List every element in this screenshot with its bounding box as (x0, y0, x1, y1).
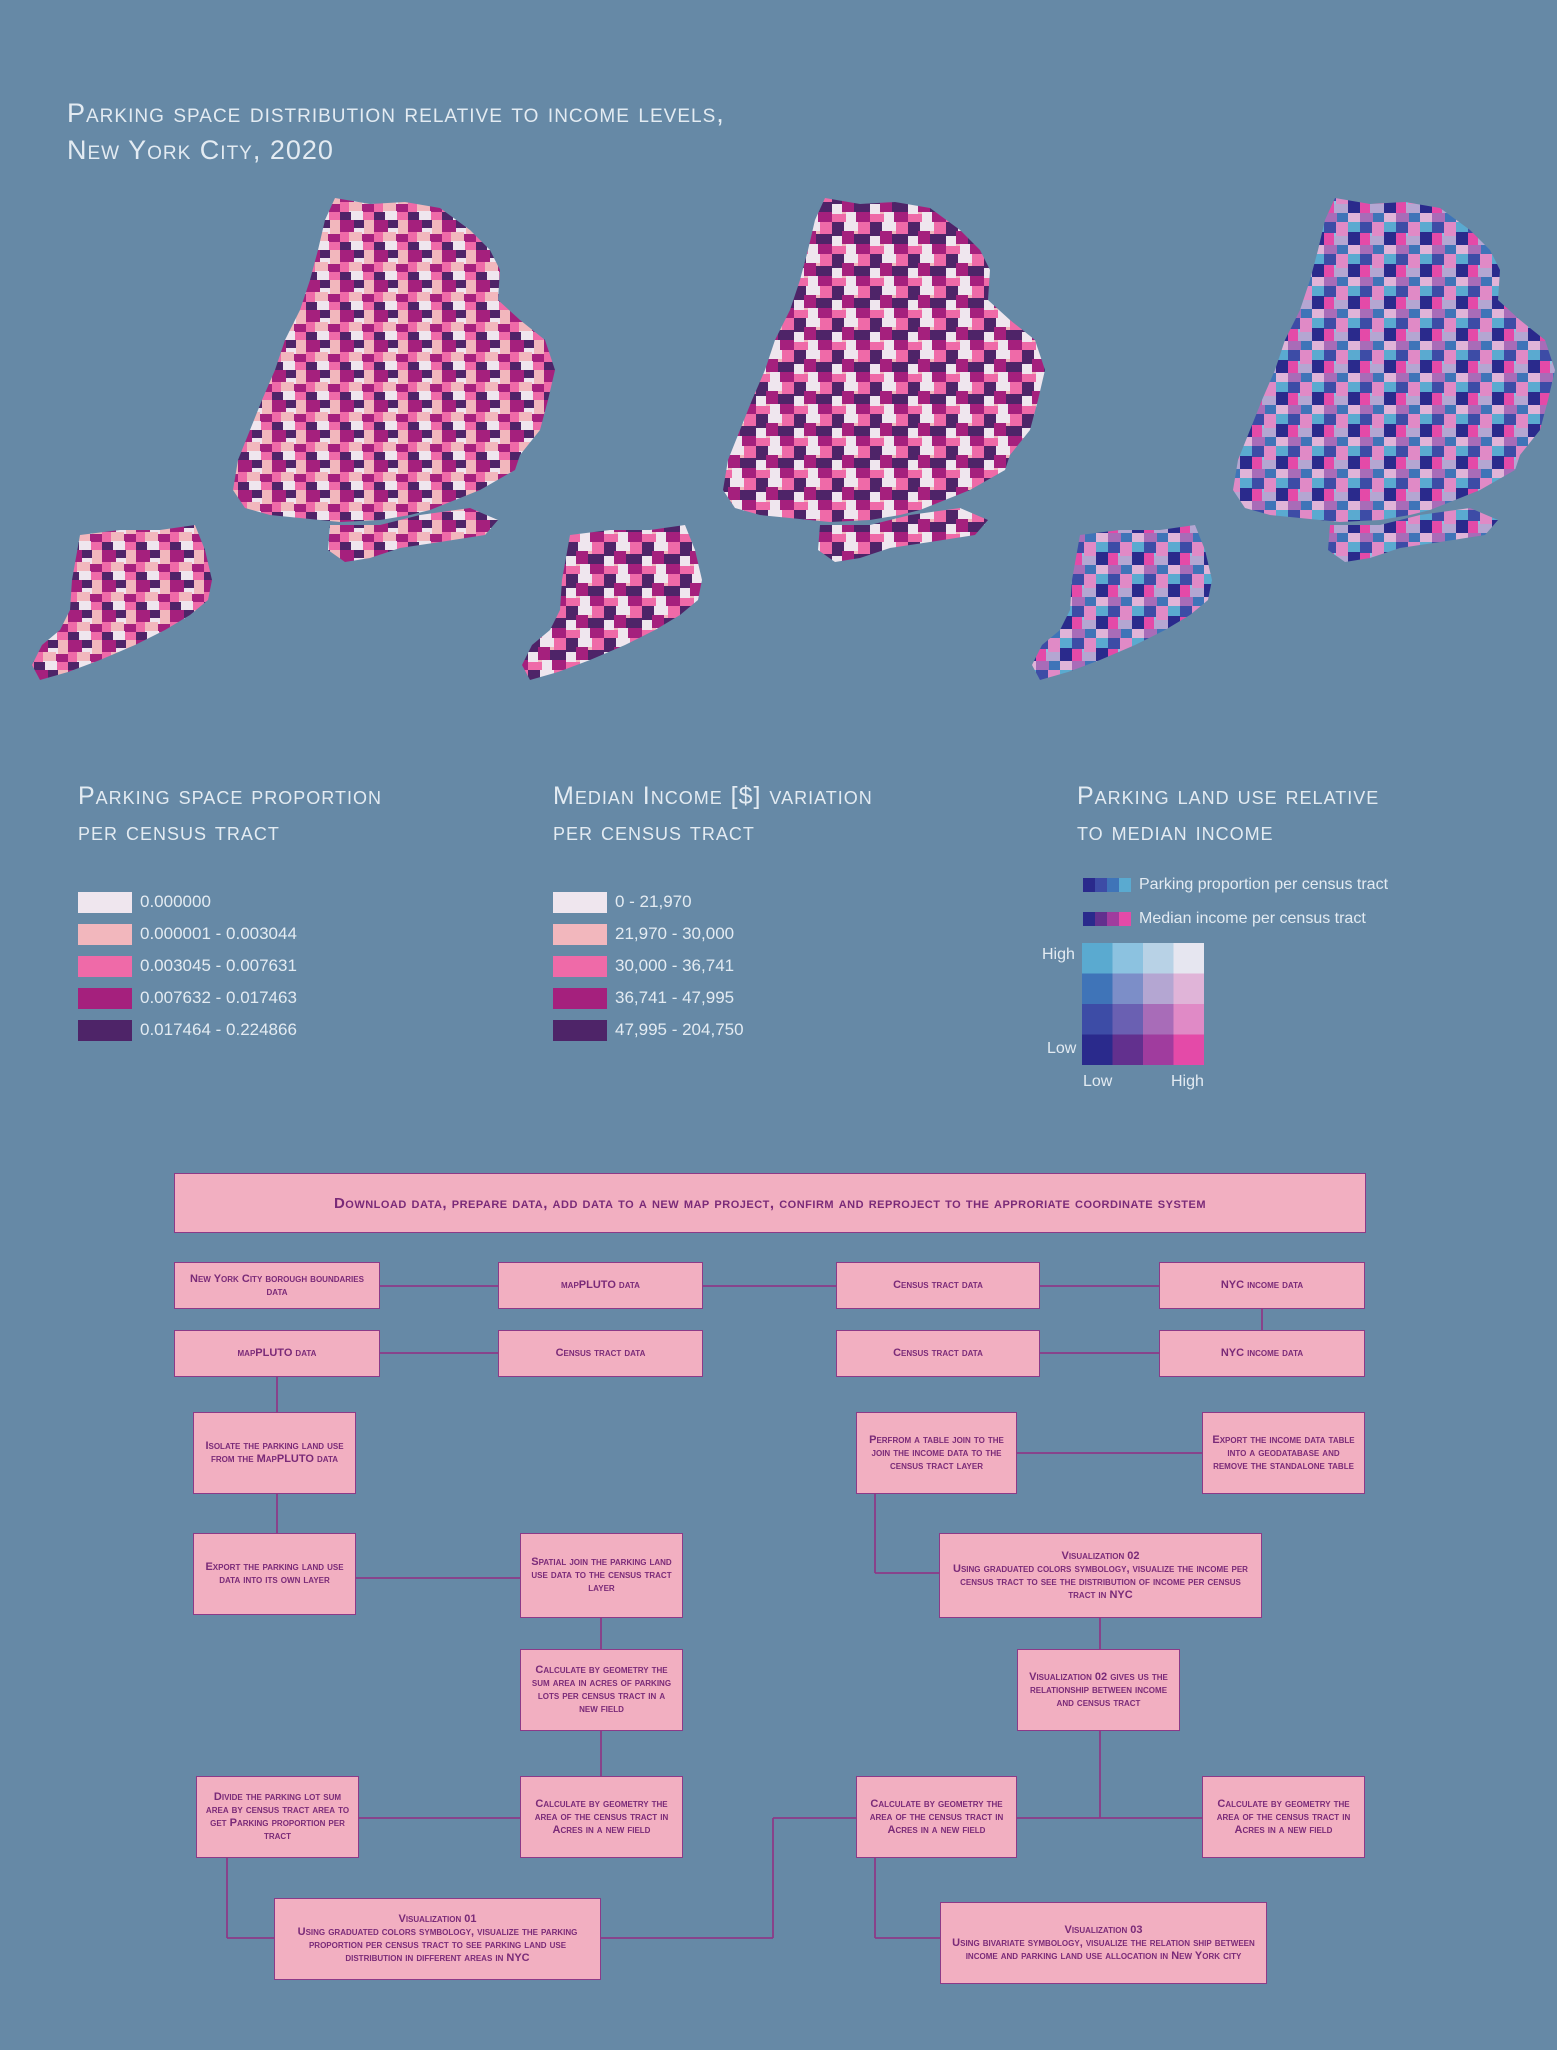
bivariate-cell (1143, 1034, 1174, 1065)
bivariate-cell (1112, 943, 1143, 974)
legend-item-label: 36,741 - 47,995 (615, 988, 735, 1007)
bivariate-cell (1082, 943, 1113, 974)
legend-bivariate: Parking land use relative to median inco… (1077, 778, 1388, 936)
legend-item-label: 47,995 - 204,750 (615, 1020, 744, 1039)
step-borough-data: New York City borough boundaries data (174, 1262, 380, 1309)
step-census-tract-data-3: Census tract data (836, 1330, 1040, 1377)
step-calc-parking-lots: Calculate by geometry the sum area in ac… (520, 1649, 683, 1731)
step-nyc-income-data: NYC income data (1159, 1262, 1365, 1309)
workflow-diagram: Download data, prepare data, add data to… (0, 1160, 1557, 2020)
legend-item-label: 0.000000 (140, 892, 211, 911)
legend-item-label: 30,000 - 36,741 (615, 956, 735, 975)
step-table-join: Perfrom a table join to the join the inc… (856, 1412, 1017, 1494)
bivariate-cell (1143, 1004, 1174, 1035)
bivariate-cell (1173, 1034, 1204, 1065)
legend-bivariate-title-1: Parking land use relative (1077, 782, 1380, 810)
legend-item: 36,741 - 47,995 (553, 982, 873, 1014)
legend-income-title-1: Median Income [$] variation (553, 782, 873, 810)
bivariate-cell (1173, 1004, 1204, 1035)
bivariate-income-label: Median income per census tract (1139, 910, 1366, 927)
viz2-title: Visualization 02 (1061, 1549, 1140, 1562)
bivariate-cell (1112, 1004, 1143, 1035)
step-viz2-gives: Visualization 02 gives us the relationsh… (1017, 1649, 1180, 1731)
step-divide-proportion: Divide the parking lot sum area by censu… (196, 1776, 359, 1858)
viz2-body: Using graduated colors symbology, visual… (953, 1562, 1248, 1601)
bivariate-income-key: Median income per census tract (1083, 902, 1388, 936)
title-line-1: Parking space distribution relative to i… (67, 98, 725, 128)
step-calc-tract-area-left: Calculate by geometry the area of the ce… (520, 1776, 683, 1858)
step-visualization-02: Visualization 02 Using graduated colors … (939, 1533, 1262, 1618)
legend-parking-title: Parking space proportion per census trac… (78, 778, 382, 850)
step-download-data: Download data, prepare data, add data to… (174, 1173, 1366, 1233)
legend-parking-title-2: per census tract (78, 818, 280, 846)
legend-parking-title-1: Parking space proportion (78, 782, 382, 810)
legend-item: 21,970 - 30,000 (553, 918, 873, 950)
map-median-income (522, 198, 1045, 680)
bivariate-cell (1143, 943, 1174, 974)
bivariate-parking-label: Parking proportion per census tract (1139, 876, 1389, 893)
step-calc-tract-area-right: Calculate by geometry the area of the ce… (1202, 1776, 1365, 1858)
page-title: Parking space distribution relative to i… (67, 95, 725, 169)
bivariate-cell (1082, 973, 1113, 1004)
viz1-title: Visualization 01 (398, 1913, 477, 1925)
legend-item: 0.000000 (78, 886, 382, 918)
step-nyc-income-data-2: NYC income data (1159, 1330, 1365, 1377)
legend-bivariate-title-2: to median income (1077, 818, 1274, 846)
bivariate-cell (1173, 943, 1204, 974)
step-census-tract-data: Census tract data (836, 1262, 1040, 1309)
legend-item-label: 0.000001 - 0.003044 (140, 924, 297, 943)
title-line-2: New York City, 2020 (67, 135, 334, 165)
legend-income-title-2: per census tract (553, 818, 755, 846)
bivariate-parking-key: Parking proportion per census tract (1083, 868, 1388, 902)
legend-item: 0.017464 - 0.224866 (78, 1014, 382, 1046)
legend-bivariate-title: Parking land use relative to median inco… (1077, 778, 1388, 850)
viz1-body: Using graduated colors symbology, visual… (297, 1926, 578, 1964)
workflow-connectors (226, 1285, 1263, 1939)
step-spatial-join: Spatial join the parking land use data t… (520, 1533, 683, 1618)
legend-item: 0.007632 - 0.017463 (78, 982, 382, 1014)
legend-item-label: 21,970 - 30,000 (615, 924, 735, 943)
step-visualization-03: Visualization 03 Using bivariate symbolo… (940, 1902, 1267, 1984)
step-calc-tract-area-mid: Calculate by geometry the area of the ce… (856, 1776, 1017, 1858)
borough-maps (32, 198, 1555, 680)
step-visualization-01: Visualization 01 Using graduated colors … (274, 1898, 601, 1980)
legend-item: 0 - 21,970 (553, 886, 873, 918)
bivariate-grid (1082, 943, 1204, 1065)
bivariate-cell (1143, 973, 1174, 1004)
step-export-income: Export the income data table into a geod… (1202, 1412, 1365, 1494)
legend-item: 30,000 - 36,741 (553, 950, 873, 982)
legend-item-label: 0.003045 - 0.007631 (140, 956, 297, 975)
legend-income-title: Median Income [$] variation per census t… (553, 778, 873, 850)
legend-parking: Parking space proportion per census trac… (78, 778, 382, 1046)
bivariate-cell (1082, 1034, 1113, 1065)
bivariate-cell (1173, 973, 1204, 1004)
step-mappluto-data-2: mapPLUTO data (174, 1330, 380, 1377)
legend-item: 0.000001 - 0.003044 (78, 918, 382, 950)
bivariate-cell (1112, 1034, 1143, 1065)
bivariate-high-y-label: High (1042, 946, 1075, 963)
bivariate-cell (1112, 973, 1143, 1004)
legend-item: 0.003045 - 0.007631 (78, 950, 382, 982)
legend-item-label: 0 - 21,970 (615, 892, 692, 911)
viz3-title: Visualization 03 (1064, 1923, 1143, 1936)
legend-item: 47,995 - 204,750 (553, 1014, 873, 1046)
step-census-tract-data-2: Census tract data (498, 1330, 703, 1377)
map-parking-proportion (32, 198, 555, 680)
bivariate-cell (1082, 1004, 1113, 1035)
step-isolate-parking: Isolate the parking land use from the Ma… (193, 1412, 356, 1494)
bivariate-low-y-label: Low (1047, 1040, 1077, 1057)
map-bivariate (1032, 198, 1555, 680)
bivariate-low-x-label: Low (1083, 1073, 1113, 1090)
legend-income: Median Income [$] variation per census t… (553, 778, 873, 1046)
legend-item-label: 0.007632 - 0.017463 (140, 988, 297, 1007)
step-mappluto-data: mapPLUTO data (498, 1262, 703, 1309)
bivariate-high-x-label: High (1171, 1073, 1204, 1090)
step-export-parking: Export the parking land use data into it… (193, 1533, 356, 1615)
viz3-body: Using bivariate symbology, visualize the… (952, 1936, 1255, 1962)
legend-item-label: 0.017464 - 0.224866 (140, 1020, 297, 1039)
